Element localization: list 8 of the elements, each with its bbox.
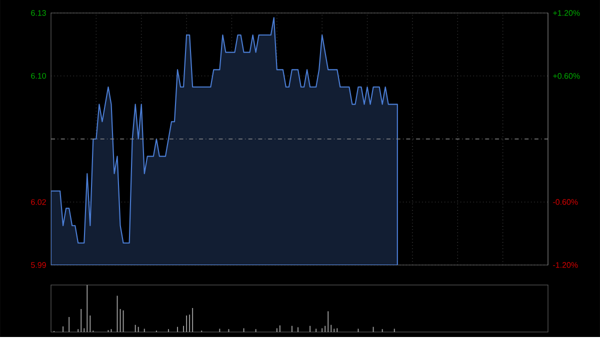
y-tick-label: 6.02	[31, 199, 46, 205]
y2-tick-label: -0.60%	[553, 199, 578, 205]
y-tick-label: 6.10	[31, 73, 46, 79]
y2-tick-label: +1.20%	[553, 10, 580, 16]
y2-tick-label: +0.60%	[553, 73, 580, 79]
y-tick-label: 6.13	[31, 10, 46, 16]
y2-tick-label: -1.20%	[553, 262, 578, 268]
y-tick-label: 5.99	[31, 262, 46, 268]
